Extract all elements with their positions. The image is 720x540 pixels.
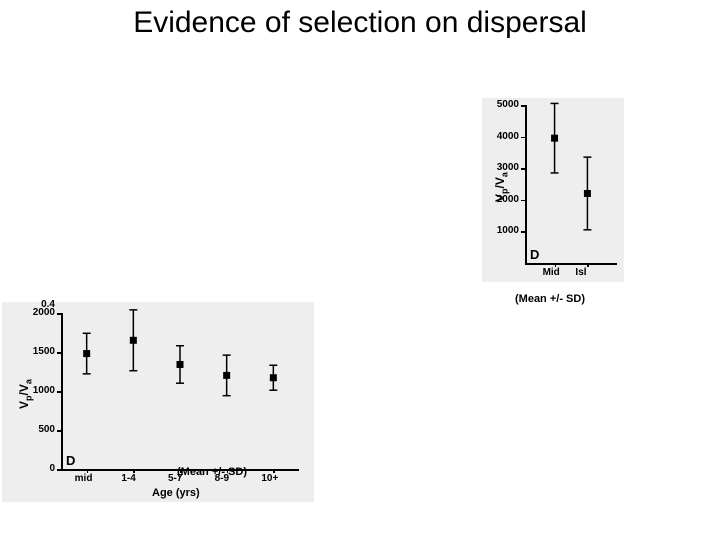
chart-svg bbox=[3, 303, 313, 501]
chart-bottom: 05001000150020000.4mid1-45-78-910+Age (y… bbox=[2, 302, 314, 502]
chart-top: 10002000300040005000MidIslVp/VaD bbox=[482, 98, 624, 282]
caption-top: (Mean +/- SD) bbox=[515, 293, 585, 305]
page-title: Evidence of selection on dispersal bbox=[0, 6, 720, 40]
chart-svg bbox=[483, 99, 623, 281]
caption-bottom: (Mean +/- SD) bbox=[177, 466, 247, 478]
